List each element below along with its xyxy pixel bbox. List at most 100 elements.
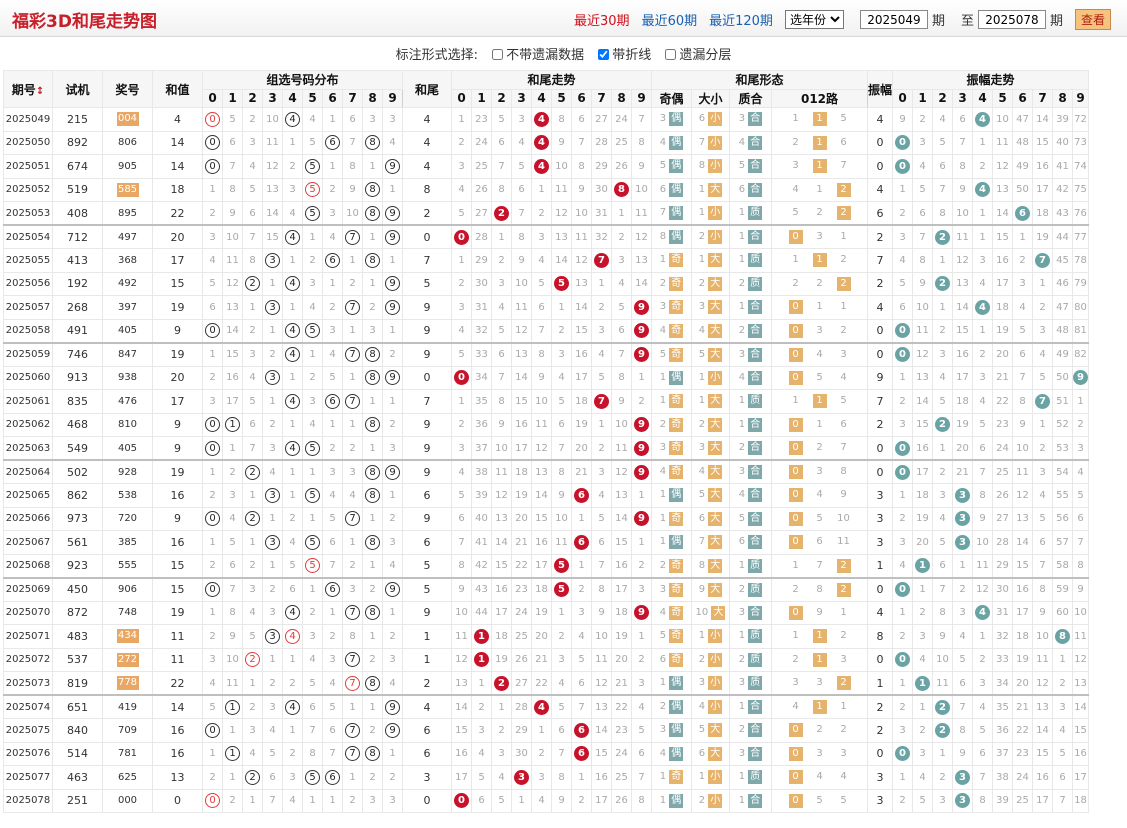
- tail-trend-cell: 19: [531, 600, 552, 625]
- group-digit-header: 7: [342, 88, 363, 108]
- data-row: 2025053 408 895 22 2 9 6 14 4 5 3 10 8 9 2 5 27 2 7 2 12 10 31…: [3, 201, 1090, 226]
- amp-trend-cell: 4: [912, 647, 934, 672]
- option-no-miss-data[interactable]: 不带遗漏数据: [492, 48, 584, 63]
- tail-trend-cell: 5: [491, 318, 512, 343]
- prize-cell: 405: [102, 436, 153, 461]
- tail-trend-cell: 13: [551, 224, 572, 249]
- group-dist-cell: 2: [202, 483, 223, 508]
- big-small-cell: 1 大: [691, 177, 730, 202]
- sum-cell: 17: [152, 248, 203, 273]
- amp-trend-cell: 8: [1032, 576, 1054, 602]
- amp-trend-cell: 7: [1012, 365, 1034, 390]
- group-dist-cell: 8: [362, 530, 383, 555]
- tail-trend-cell: 17: [491, 600, 512, 625]
- prime-composite-cell: 3 合: [729, 107, 772, 132]
- year-select[interactable]: 选年份: [784, 10, 844, 29]
- option-polyline[interactable]: 带折线: [598, 48, 651, 63]
- tail-trend-cell: 11: [531, 412, 552, 437]
- group-dist-cell: 0: [202, 506, 223, 531]
- tail-trend-cell: 1: [471, 671, 492, 696]
- sort-arrow-icon[interactable]: ↕: [35, 85, 45, 97]
- tail-trend-cell: 13: [631, 248, 652, 273]
- issue-cell: 2025075: [3, 718, 53, 743]
- query-button[interactable]: 查看: [1074, 9, 1111, 30]
- recent-60-link[interactable]: 最近60期: [641, 14, 698, 29]
- group-dist-cell: 3: [202, 224, 223, 249]
- amp-trend-cell: 16: [1012, 576, 1034, 602]
- tail-trend-cell: 2: [631, 647, 652, 672]
- odd-even-cell: 4 偶: [651, 130, 692, 155]
- option-miss-layer[interactable]: 遗漏分层: [665, 48, 731, 63]
- amp-trend-cell: 16: [952, 341, 974, 367]
- prime-composite-cell: 1 合: [729, 412, 772, 437]
- recent-120-link[interactable]: 最近120期: [709, 14, 773, 29]
- to-issue-input[interactable]: [977, 10, 1046, 29]
- option-no-miss-data-checkbox[interactable]: [492, 49, 504, 60]
- road-0: 1: [792, 113, 799, 125]
- form-tag: 偶: [669, 159, 684, 174]
- group-dist-cell: 9: [382, 154, 403, 179]
- group-digit-ball: 7: [345, 722, 360, 738]
- issue-cell: 2025056: [3, 271, 53, 296]
- amp-digit-header: 1: [912, 88, 934, 108]
- recent-30-link[interactable]: 最近30期: [574, 14, 630, 29]
- group-dist-cell: 2: [342, 788, 363, 813]
- road-1: 1: [812, 394, 827, 409]
- tail-trend-cell: 8: [591, 576, 612, 602]
- group-dist-cell: 1: [242, 483, 263, 508]
- big-small-cell: 3 小: [691, 671, 730, 696]
- amp-trend-cell: 2: [932, 224, 954, 249]
- amp-trend-cell: 5: [1072, 483, 1090, 508]
- form-tag: 奇: [669, 347, 684, 362]
- form-miss: 2: [738, 724, 746, 736]
- amp-trend-cell: 37: [992, 741, 1014, 766]
- amp-cell: 0: [866, 436, 894, 461]
- prize-number: 905: [117, 160, 138, 172]
- form-miss: 5: [698, 724, 706, 736]
- form-tag: 偶: [669, 700, 684, 714]
- from-issue-input[interactable]: [859, 10, 928, 29]
- form-tag: 小: [708, 676, 723, 690]
- option-polyline-checkbox[interactable]: [598, 49, 610, 60]
- tail-trend-cell: 28: [591, 130, 612, 155]
- amp-trend-ball: 3: [955, 511, 971, 527]
- form-tag: 小: [708, 159, 723, 174]
- amp-trend-cell: 1: [952, 553, 974, 578]
- prime-composite-cell: 1 合: [729, 694, 772, 719]
- tail-trend-cell: 11: [551, 530, 572, 555]
- header-issue[interactable]: 期号↕: [3, 70, 53, 108]
- prize-cell: 748: [102, 600, 153, 625]
- tail-digit-header: 8: [611, 88, 632, 108]
- prize-number: 585: [116, 182, 139, 197]
- option-miss-layer-checkbox[interactable]: [665, 49, 677, 60]
- road-1: 2: [816, 277, 823, 289]
- group-dist-cell: 3: [302, 624, 323, 649]
- road-0: 0: [788, 605, 803, 620]
- form-tag: 合: [748, 417, 763, 432]
- group-digit-ball: 8: [365, 746, 380, 762]
- group-digit-header: 5: [302, 88, 323, 108]
- form-miss: 5: [659, 630, 667, 642]
- form-miss: 1: [738, 771, 746, 783]
- tail-trend-cell: 17: [451, 765, 472, 790]
- group-digit-ball: 8: [365, 347, 380, 362]
- form-tag: 偶: [669, 746, 684, 761]
- tail-trend-ball: 9: [634, 299, 649, 315]
- amp-trend-cell: 6: [952, 671, 974, 696]
- prime-composite-cell: 1 质: [729, 765, 772, 790]
- tail-cell: 9: [402, 295, 452, 320]
- tail-trend-cell: 2: [591, 436, 612, 461]
- tail-trend-cell: 0: [451, 224, 472, 249]
- group-dist-cell: 8: [342, 154, 363, 179]
- group-dist-cell: 3: [242, 718, 263, 743]
- group-dist-cell: 8: [242, 248, 263, 273]
- tail-trend-cell: 15: [611, 530, 632, 555]
- road-012-cell: 0 4 9: [771, 483, 868, 508]
- group-digit-ball: 7: [345, 675, 360, 691]
- data-row: 2025059 746 847 19 1 15 3 2 4 1 4 7 8 2 9 5 33 6 13 8 3 16 4 7 9…: [3, 341, 1090, 367]
- data-row: 2025056 192 492 15 5 12 2 1 4 3 1 2 1 9 5 2 30 3 10 5 5 13 1 4 1…: [3, 271, 1090, 296]
- tail-trend-cell: 4: [531, 154, 552, 179]
- group-dist-cell: 8: [362, 483, 383, 508]
- group-dist-cell: 1: [342, 765, 363, 790]
- amp-trend-cell: 4: [912, 154, 934, 179]
